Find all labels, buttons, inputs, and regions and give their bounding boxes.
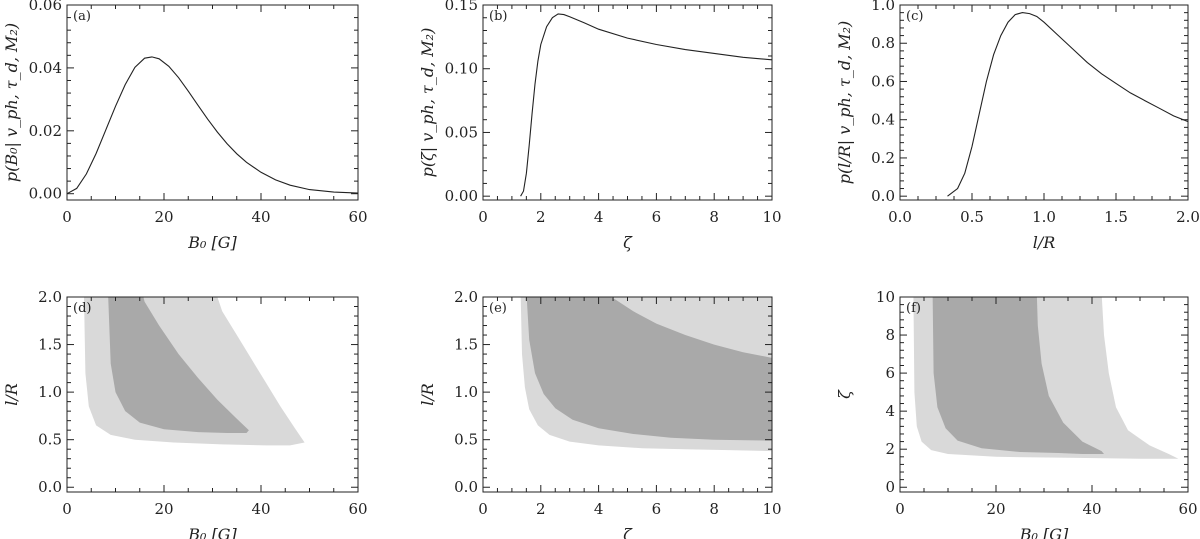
y-tick-label: 0.0 xyxy=(871,187,895,205)
y-axis-label-b: p(ζ| v_ph, τ_d, M₂) xyxy=(418,28,437,178)
panel-b: 0 2 4 6 8 10 0.00 0.05 0.10 0.15 (b) ζ p(ζ| v_ph, τ_… xyxy=(418,0,782,252)
y-tick-label: 0.00 xyxy=(445,187,478,205)
y-tick-label: 0.0 xyxy=(454,478,478,496)
y-tick-label: 0.6 xyxy=(871,72,895,90)
x-tick-label: 8 xyxy=(709,208,719,226)
y-tick-label: 1.0 xyxy=(38,383,62,401)
series-line-a xyxy=(67,56,358,195)
panel-label-e: (e) xyxy=(489,301,507,316)
panel-f: 0 20 40 60 0 2 4 6 8 10 (f) B₀ [G] ζ xyxy=(835,288,1198,539)
y-axis-label-c: p(l/R| v_ph, τ_d, M₂) xyxy=(835,21,854,185)
x-tick-label: 2 xyxy=(536,500,546,518)
x-tick-label: 60 xyxy=(1178,500,1197,518)
panel-label-b: (b) xyxy=(489,9,507,24)
y-tick-label: 0.5 xyxy=(454,431,478,449)
panel-d: 0 20 40 60 0.0 0.5 1.0 1.5 2.0 (d) B₀ [G] l/R xyxy=(2,288,368,539)
panel-a: 0 20 40 60 0.00 0.02 0.04 0.06 (a) B₀ [G] p(B₀| v_… xyxy=(2,0,368,252)
y-tick-label: 8 xyxy=(885,326,895,344)
y-axis-label-e: l/R xyxy=(418,383,437,406)
y-tick-label: 0.5 xyxy=(38,431,62,449)
y-tick-label: 1.5 xyxy=(454,336,478,354)
y-tick-label: 0.2 xyxy=(871,149,895,167)
x-axis-label-c: l/R xyxy=(1033,233,1056,252)
x-tick-label: 0 xyxy=(62,208,72,226)
x-axis-label-d: B₀ [G] xyxy=(187,525,237,539)
plot-frame-a xyxy=(66,4,359,201)
x-tick-label: 60 xyxy=(348,208,367,226)
y-tick-label: 4 xyxy=(885,402,895,420)
x-tick-label: 1.0 xyxy=(1032,208,1056,226)
x-tick-label: 4 xyxy=(594,208,604,226)
region-inner-e xyxy=(526,297,772,441)
x-tick-label: 4 xyxy=(594,500,604,518)
y-tick-label: 0.00 xyxy=(29,185,62,203)
x-tick-label: 40 xyxy=(1082,500,1101,518)
x-tick-label: 0.0 xyxy=(888,208,912,226)
y-tick-label: 2.0 xyxy=(454,288,478,306)
x-tick-label: 6 xyxy=(652,208,662,226)
x-tick-label: 0.5 xyxy=(960,208,984,226)
region-inner-f xyxy=(932,297,1104,454)
y-tick-label: 6 xyxy=(885,364,895,382)
y-axis-label-d: l/R xyxy=(2,383,21,406)
y-tick-label: 0.15 xyxy=(445,0,478,14)
y-tick-label: 10 xyxy=(876,288,895,306)
x-tick-label: 20 xyxy=(154,500,173,518)
x-tick-label: 10 xyxy=(762,208,781,226)
series-line-c xyxy=(947,12,1188,197)
x-tick-label: 0 xyxy=(478,500,488,518)
y-tick-label: 0.0 xyxy=(38,478,62,496)
plot-frame-c xyxy=(899,4,1189,201)
panel-e: 0 2 4 6 8 10 0.0 0.5 1.0 1.5 2.0 (e) ζ l/R xyxy=(418,288,782,539)
x-axis-label-b: ζ xyxy=(623,233,633,252)
y-tick-label: 0.8 xyxy=(871,34,895,52)
x-axis-label-f: B₀ [G] xyxy=(1019,525,1069,539)
x-axis-label-a: B₀ [G] xyxy=(187,233,237,252)
y-tick-label: 0.02 xyxy=(29,122,62,140)
y-tick-label: 1.0 xyxy=(454,383,478,401)
y-tick-label: 1.5 xyxy=(38,336,62,354)
x-tick-label: 1.5 xyxy=(1104,208,1128,226)
x-tick-label: 40 xyxy=(251,208,270,226)
y-tick-label: 0.10 xyxy=(445,60,478,78)
x-tick-label: 0 xyxy=(478,208,488,226)
x-tick-label: 20 xyxy=(986,500,1005,518)
panel-label-d: (d) xyxy=(73,301,91,316)
panel-label-c: (c) xyxy=(906,9,923,24)
x-tick-label: 20 xyxy=(154,208,173,226)
y-tick-label: 0.06 xyxy=(29,0,62,14)
x-tick-label: 2 xyxy=(536,208,546,226)
x-tick-label: 0 xyxy=(62,500,72,518)
y-tick-label: 2.0 xyxy=(38,288,62,306)
region-inner-d xyxy=(108,297,249,433)
y-tick-label: 0.05 xyxy=(445,123,478,141)
y-tick-label: 0.4 xyxy=(871,111,895,129)
x-tick-label: 0 xyxy=(895,500,905,518)
x-tick-label: 60 xyxy=(348,500,367,518)
y-tick-label: 2 xyxy=(885,440,895,458)
x-tick-label: 8 xyxy=(709,500,719,518)
x-tick-label: 40 xyxy=(251,500,270,518)
x-tick-label: 2.0 xyxy=(1176,208,1200,226)
y-tick-label: 0 xyxy=(885,478,895,496)
x-tick-label: 10 xyxy=(762,500,781,518)
panel-c: 0.0 0.5 1.0 1.5 2.0 0.0 0.2 0.4 0.6 0.8 1.0 (c) l/R p… xyxy=(835,0,1200,252)
y-tick-label: 1.0 xyxy=(871,0,895,14)
panel-label-f: (f) xyxy=(906,301,921,316)
series-line-b xyxy=(520,13,772,197)
panel-label-a: (a) xyxy=(73,9,91,24)
y-axis-label-f: ζ xyxy=(835,389,854,399)
y-tick-label: 0.04 xyxy=(29,59,62,77)
y-axis-label-a: p(B₀| v_ph, τ_d, M₂) xyxy=(2,23,21,182)
x-tick-label: 6 xyxy=(652,500,662,518)
x-axis-label-e: ζ xyxy=(623,525,633,539)
